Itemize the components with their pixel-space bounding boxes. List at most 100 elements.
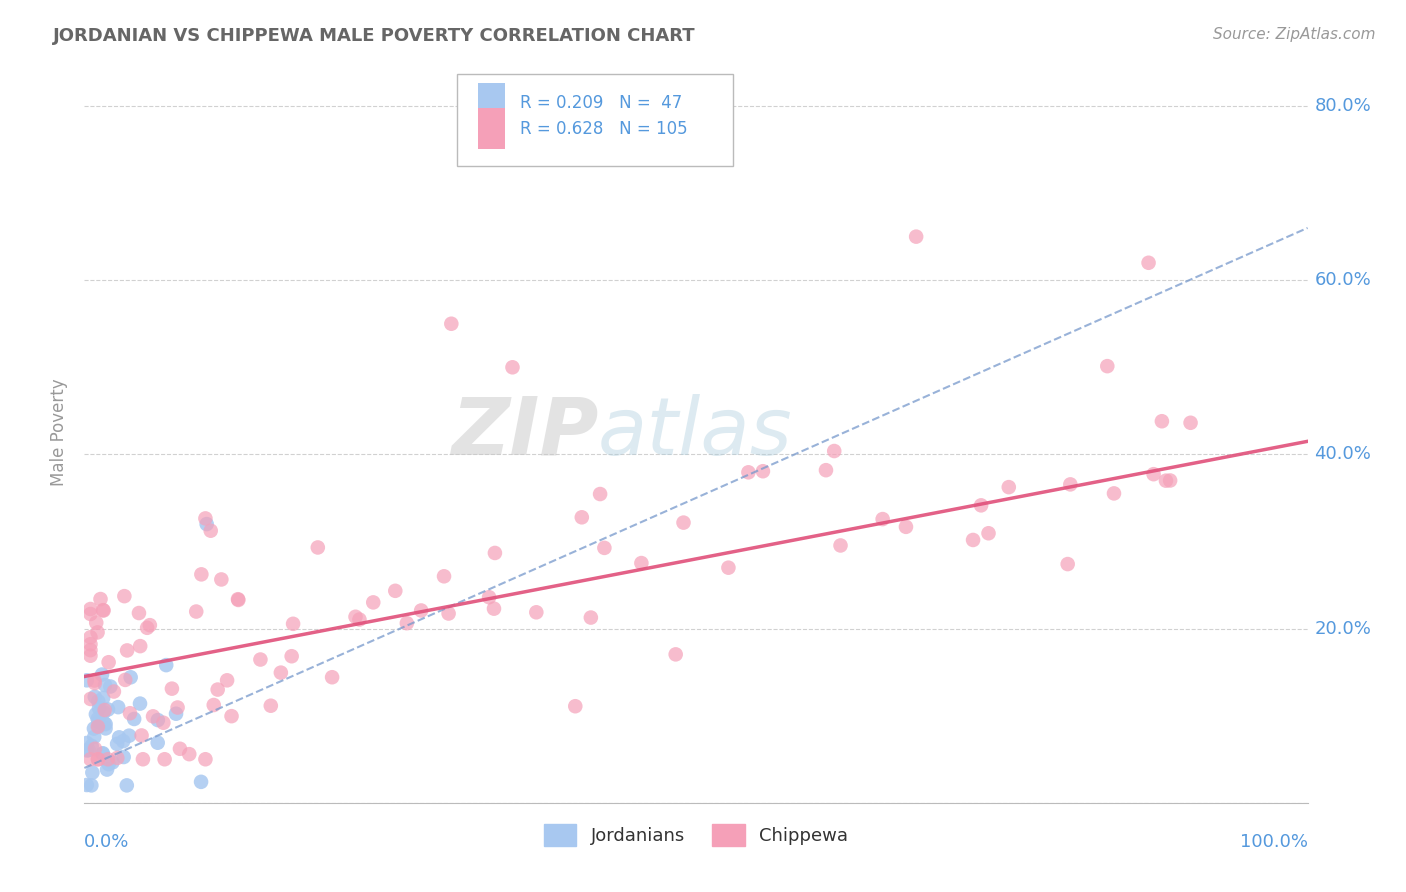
Point (217, 673, 239, 688)
Point (228, 593, 250, 607)
Point (89, 592, 111, 607)
Point (79, 602, 101, 616)
Point (280, 649, 302, 664)
Point (830, 539, 852, 553)
Point (524, 605, 547, 619)
Text: 100.0%: 100.0% (1240, 833, 1308, 851)
Point (564, 699, 586, 714)
Point (970, 499, 993, 513)
Point (84, 615, 107, 630)
Point (79, 648, 101, 663)
Point (349, 613, 371, 627)
Point (93, 703, 115, 717)
Point (93, 716, 115, 731)
Point (91, 747, 114, 761)
Point (195, 517, 218, 532)
Point (226, 592, 249, 607)
Point (83, 673, 105, 688)
Point (361, 595, 384, 609)
Point (79, 630, 101, 644)
Point (115, 643, 138, 657)
Point (194, 511, 217, 525)
Point (86, 712, 108, 726)
Point (94, 717, 117, 731)
Point (97, 655, 120, 669)
Point (153, 752, 176, 766)
Point (94, 722, 117, 736)
Point (86, 625, 108, 640)
Point (112, 750, 135, 764)
Text: 0.0%: 0.0% (84, 833, 129, 851)
Point (79, 692, 101, 706)
Point (1137, 256, 1160, 270)
Point (76, 673, 98, 688)
Point (484, 546, 506, 560)
Point (593, 541, 616, 555)
Point (107, 700, 129, 714)
Point (1059, 477, 1081, 491)
Text: ZIP: ZIP (451, 393, 598, 472)
Text: 20.0%: 20.0% (1315, 620, 1371, 638)
Point (83, 690, 105, 704)
Point (83, 730, 105, 744)
FancyBboxPatch shape (457, 73, 733, 166)
Point (440, 317, 463, 331)
Point (200, 524, 222, 538)
Point (80, 778, 103, 792)
Point (160, 681, 183, 696)
Point (384, 583, 406, 598)
Point (249, 652, 271, 666)
Point (260, 698, 283, 713)
Text: R = 0.628   N = 105: R = 0.628 N = 105 (520, 120, 688, 137)
Point (321, 670, 343, 684)
Point (411, 603, 433, 617)
Point (115, 778, 138, 792)
Point (894, 520, 917, 534)
Point (482, 601, 505, 615)
Point (79, 752, 101, 766)
Point (91, 667, 114, 681)
Text: 80.0%: 80.0% (1315, 97, 1371, 115)
Point (905, 229, 928, 244)
Point (437, 607, 460, 621)
Point (93, 706, 115, 720)
Point (105, 751, 128, 765)
Point (1056, 557, 1078, 571)
Point (589, 487, 612, 501)
Point (132, 752, 155, 766)
Point (478, 591, 501, 605)
Point (1159, 474, 1181, 488)
Point (97, 752, 120, 766)
Point (1142, 467, 1164, 482)
Point (96, 763, 118, 777)
Point (207, 682, 229, 697)
Point (87, 694, 110, 708)
Point (155, 658, 177, 673)
Point (97, 757, 120, 772)
Point (179, 747, 201, 761)
Point (103, 684, 125, 698)
Point (98, 680, 121, 694)
Point (962, 533, 984, 547)
Point (91, 746, 114, 760)
Point (101, 756, 124, 770)
Point (79, 637, 101, 651)
Point (186, 605, 208, 619)
Point (571, 510, 593, 524)
Point (76, 778, 98, 792)
Point (87, 752, 110, 766)
Point (139, 618, 162, 632)
Point (221, 709, 243, 723)
Point (1097, 359, 1119, 373)
Text: atlas: atlas (598, 393, 793, 472)
Point (87, 701, 110, 715)
Text: JORDANIAN VS CHIPPEWA MALE POVERTY CORRELATION CHART: JORDANIAN VS CHIPPEWA MALE POVERTY CORRE… (53, 27, 696, 45)
Point (84, 741, 107, 756)
Point (307, 541, 329, 555)
Text: 60.0%: 60.0% (1315, 271, 1371, 289)
Point (122, 712, 145, 726)
Point (91, 603, 114, 617)
Text: R = 0.209   N =  47: R = 0.209 N = 47 (520, 95, 682, 112)
Point (717, 560, 740, 574)
Point (752, 464, 775, 478)
